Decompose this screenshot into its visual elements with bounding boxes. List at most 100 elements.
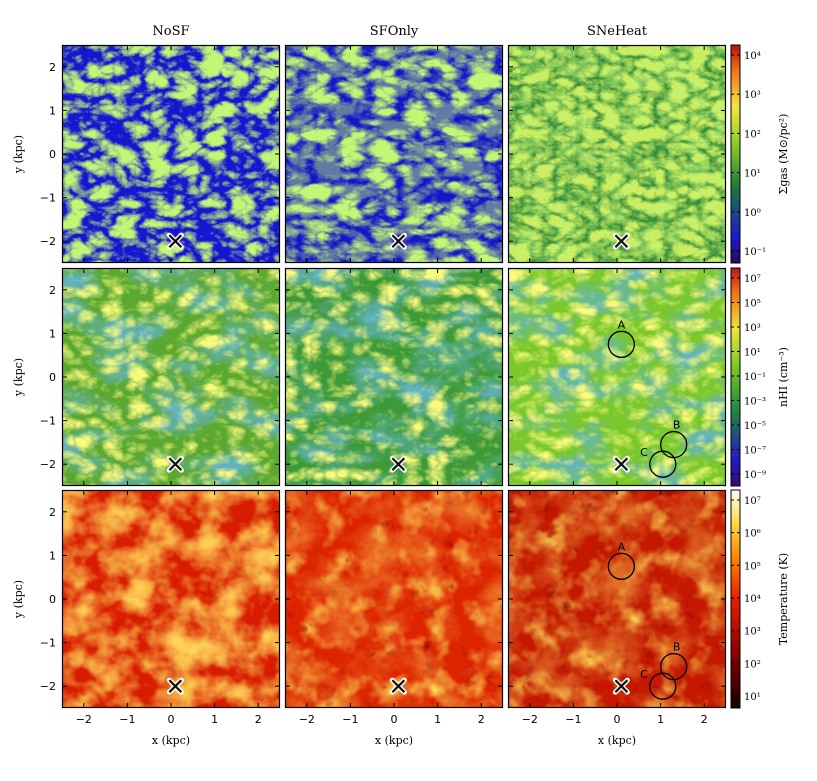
y-tick-label: 2 bbox=[49, 506, 56, 519]
panel-nosf-row3 bbox=[61, 489, 281, 709]
colorbar-tick-label: 10¹ bbox=[744, 692, 761, 703]
region-label-c: C bbox=[640, 446, 648, 459]
column-titles: NoSF SFOnly SNeHeat bbox=[152, 24, 647, 39]
y-tick-label: −2 bbox=[40, 458, 56, 471]
center-marker bbox=[612, 232, 630, 250]
center-marker bbox=[389, 232, 407, 250]
panel-sneheat-row3: A B C bbox=[507, 489, 727, 709]
center-marker bbox=[612, 455, 630, 473]
colorbar-tick-label: 10³ bbox=[744, 323, 761, 334]
column-title: NoSF bbox=[152, 24, 189, 39]
y-axis-label: y (kpc) bbox=[12, 358, 25, 397]
region-circle-c bbox=[649, 672, 677, 700]
panel-sneheat-row2: A B C bbox=[507, 267, 727, 487]
panel-texture bbox=[62, 45, 280, 263]
y-tick-label: −1 bbox=[40, 192, 56, 205]
center-marker bbox=[389, 677, 407, 695]
colorbar-row3: 10⁷ 10⁶ 10⁵ 10⁴ 10³ 10² 10¹ Temperature (K) bbox=[730, 489, 790, 709]
panel-sfonly-row2 bbox=[284, 267, 504, 487]
colorbar-row1: 10⁴ 10³ 10² 10¹ 10⁰ 10⁻¹ Σgas (M⊙/pc²) bbox=[730, 44, 790, 264]
y-axis-label: y (kpc) bbox=[12, 135, 25, 174]
column-title: SFOnly bbox=[370, 24, 419, 39]
region-circle-c bbox=[649, 450, 677, 478]
colorbar-tick-label: 10² bbox=[744, 129, 761, 140]
y-tick-label: 0 bbox=[49, 148, 56, 161]
panel-nosf-row1 bbox=[61, 44, 281, 264]
colorbars: 10⁴ 10³ 10² 10¹ 10⁰ 10⁻¹ Σgas (M⊙/pc²) 10⁷ 10⁵ 10… bbox=[730, 44, 790, 709]
x-tick-label: 2 bbox=[701, 713, 708, 726]
x-tick-label: 2 bbox=[478, 713, 485, 726]
panel-texture bbox=[508, 268, 726, 486]
center-marker bbox=[166, 455, 184, 473]
region-label-a: A bbox=[618, 540, 626, 553]
colorbar-tick-label: 10⁻⁵ bbox=[744, 421, 766, 432]
y-tick-label: 1 bbox=[49, 327, 56, 340]
colorbar-label: nHI (cm⁻³) bbox=[777, 347, 790, 407]
colorbar-tick-label: 10⁻³ bbox=[744, 397, 766, 408]
panel-texture bbox=[62, 490, 280, 708]
x-tick-label: −1 bbox=[565, 713, 581, 726]
region-label-a: A bbox=[618, 318, 626, 331]
colorbar-tick-label: 10³ bbox=[744, 627, 761, 638]
panel-nosf-row2 bbox=[61, 267, 281, 487]
axes: −2 −1 0 1 2 x (kpc) −2 −1 0 1 2 x (kpc) −2 −1 0 1 2 x (kp… bbox=[12, 61, 708, 747]
colorbar-tick-label: 10⁷ bbox=[744, 496, 761, 507]
region-circle-a bbox=[607, 330, 636, 358]
panel-texture bbox=[285, 268, 503, 486]
x-tick-label: 0 bbox=[168, 713, 175, 726]
colorbar-tick-label: 10⁴ bbox=[744, 594, 761, 605]
region-circle-a bbox=[607, 552, 636, 580]
colorbar-tick-label: 10² bbox=[744, 659, 761, 670]
x-axis-label: x (kpc) bbox=[375, 734, 413, 747]
center-marker bbox=[166, 232, 184, 250]
center-marker bbox=[166, 677, 184, 695]
panel-sneheat-row1 bbox=[507, 44, 727, 264]
colorbar-gradient bbox=[730, 489, 741, 709]
panel-grid: A B C A B C bbox=[61, 44, 727, 709]
y-axis-label: y (kpc) bbox=[12, 580, 25, 619]
colorbar-tick-label: 10⁻¹ bbox=[744, 247, 766, 258]
x-tick-label: −2 bbox=[76, 713, 92, 726]
colorbar-tick-label: 10⁻⁹ bbox=[744, 470, 766, 481]
x-tick-label: 0 bbox=[391, 713, 398, 726]
region-label-c: C bbox=[640, 668, 648, 681]
region-label-b: B bbox=[673, 641, 681, 654]
colorbar-tick-label: 10¹ bbox=[744, 348, 761, 359]
y-tick-label: 2 bbox=[49, 284, 56, 297]
x-tick-label: 0 bbox=[614, 713, 621, 726]
colorbar-tick-label: 10⁵ bbox=[744, 561, 761, 572]
panel-texture bbox=[508, 490, 726, 708]
y-tick-label: −2 bbox=[40, 235, 56, 248]
x-tick-label: −2 bbox=[522, 713, 538, 726]
colorbar-gradient bbox=[730, 44, 741, 264]
panel-sfonly-row1 bbox=[284, 44, 504, 264]
colorbar-tick-label: 10⁴ bbox=[744, 51, 761, 62]
colorbar-tick-label: 10⁻¹ bbox=[744, 372, 766, 383]
colorbar-row2: 10⁷ 10⁵ 10³ 10¹ 10⁻¹ 10⁻³ 10⁻⁵ 10⁻⁷ 10⁻⁹ nHI (cm⁻… bbox=[730, 267, 790, 487]
x-tick-label: 2 bbox=[255, 713, 262, 726]
colorbar-label: Σgas (M⊙/pc²) bbox=[777, 114, 790, 195]
y-tick-label: 1 bbox=[49, 549, 56, 562]
colorbar-tick-label: 10¹ bbox=[744, 169, 761, 180]
colorbar-gradient bbox=[730, 267, 741, 487]
panel-texture bbox=[285, 490, 503, 708]
x-axis-label: x (kpc) bbox=[598, 734, 636, 747]
colorbar-tick-label: 10⁶ bbox=[744, 529, 761, 540]
x-tick-label: −1 bbox=[342, 713, 358, 726]
y-tick-label: 0 bbox=[49, 593, 56, 606]
panel-texture bbox=[62, 268, 280, 486]
center-marker bbox=[389, 455, 407, 473]
x-tick-label: 1 bbox=[434, 713, 441, 726]
x-tick-label: 1 bbox=[657, 713, 664, 726]
x-tick-label: −1 bbox=[119, 713, 135, 726]
y-tick-label: 2 bbox=[49, 61, 56, 74]
x-tick-label: −2 bbox=[299, 713, 315, 726]
panel-sfonly-row3 bbox=[284, 489, 504, 709]
center-marker bbox=[612, 677, 630, 695]
colorbar-tick-label: 10⁻⁷ bbox=[744, 446, 766, 457]
panel-texture bbox=[285, 45, 503, 263]
colorbar-tick-label: 10⁰ bbox=[744, 208, 761, 219]
y-tick-label: 1 bbox=[49, 104, 56, 117]
colorbar-tick-label: 10⁷ bbox=[744, 274, 761, 285]
colorbar-tick-label: 10³ bbox=[744, 90, 761, 101]
